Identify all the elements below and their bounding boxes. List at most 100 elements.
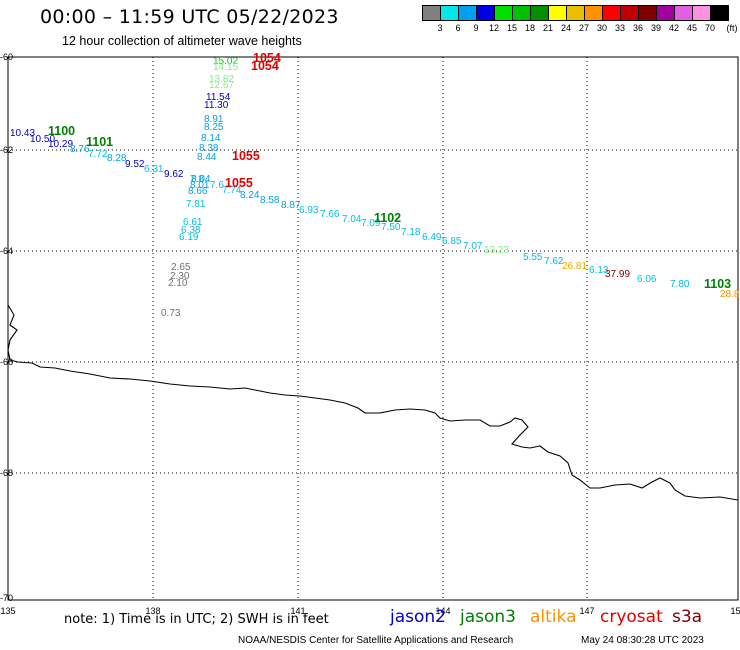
legend-label: 12 <box>488 23 500 33</box>
wave-height-value: 6.19 <box>179 232 199 243</box>
legend-label: 15 <box>506 23 518 33</box>
wave-height-value: 8.28 <box>107 153 127 164</box>
wave-height-value: 11.30 <box>204 100 229 111</box>
legend-label: 27 <box>578 23 590 33</box>
wave-height-value: 2.65 <box>171 262 191 273</box>
time-label: 1054 <box>251 59 279 73</box>
legend-swatch <box>512 6 530 20</box>
legend-swatch <box>423 6 440 20</box>
legend-swatch <box>692 6 710 20</box>
wave-height-value: 8.76 <box>70 144 90 155</box>
legend-swatch <box>710 6 728 20</box>
latitude-label: -66 <box>0 357 13 367</box>
legend-label: 6 <box>455 23 461 33</box>
wave-height-value: 6.31 <box>144 164 164 175</box>
footnote: note: 1) Time is in UTC; 2) SWH is in fe… <box>64 612 329 627</box>
wave-height-value: 9.52 <box>125 159 145 170</box>
legend-swatch <box>476 6 494 20</box>
legend-swatch <box>548 6 566 20</box>
wave-height-value: 8.14 <box>201 133 221 144</box>
wave-height-value: 8.38 <box>199 143 219 154</box>
wave-height-value: 0.73 <box>161 308 181 319</box>
wave-height-value: 6.13 <box>589 265 609 276</box>
wave-height-value: 7.72 <box>88 149 108 160</box>
legend-label: 33 <box>614 23 626 33</box>
time-label: 1101 <box>86 135 113 149</box>
legend-swatch <box>674 6 692 20</box>
legend-swatch <box>584 6 602 20</box>
credit-line: NOAA/NESDIS Center for Satellite Applica… <box>238 635 514 646</box>
wave-height-value: 8.44 <box>197 152 217 163</box>
legend-label: 21 <box>542 23 554 33</box>
legend-swatch <box>602 6 620 20</box>
wave-height-value: 10.50 <box>30 134 55 145</box>
wave-height-value: 8.91 <box>204 114 224 125</box>
map-frame <box>7 56 739 601</box>
legend-jason2: jason2 <box>390 607 446 627</box>
legend-swatch <box>656 6 674 20</box>
time-label: 1055 <box>225 176 253 190</box>
wave-height-value: 15.02 <box>213 56 238 67</box>
wave-height-value: 26.81 <box>562 261 587 272</box>
wave-height-value: 7.80 <box>670 279 690 290</box>
time-label: 1103 <box>704 277 731 291</box>
longitude-label: 138 <box>145 606 160 616</box>
wave-height-value: 8.01 <box>190 180 210 191</box>
wave-height-value: 14.15 <box>213 62 238 73</box>
wave-height-value: 7.07 <box>463 241 483 252</box>
wave-height-value: 2.10 <box>168 278 188 289</box>
wave-height-value: 8.66 <box>188 186 208 197</box>
wave-height-value: 6.38 <box>181 225 201 236</box>
longitude-label: 144 <box>435 606 450 616</box>
time-label: 1102 <box>374 211 401 225</box>
wave-height-value: 7.8 <box>190 174 204 185</box>
legend-swatch <box>530 6 548 20</box>
longitude-label: 147 <box>579 606 594 616</box>
legend-label: 3 <box>437 23 443 33</box>
legend-unit: (ft) <box>726 23 738 33</box>
wave-height-value: 7.50 <box>381 222 401 233</box>
wave-height-value: 6.61 <box>183 217 203 228</box>
wave-height-value: 28.8 <box>720 289 740 300</box>
wave-height-value: 37.99 <box>605 269 630 280</box>
wave-height-value: 2.30 <box>170 271 190 282</box>
wave-height-value: 8.24 <box>240 190 260 201</box>
legend-swatch <box>494 6 512 20</box>
legend-label: 24 <box>560 23 572 33</box>
wave-height-value: 5.55 <box>523 252 543 263</box>
legend-cryosat: cryosat <box>600 607 663 627</box>
wave-height-value: 9.62 <box>164 169 184 180</box>
wave-height-value: 6.85 <box>442 236 462 247</box>
legend-s3a: s3a <box>672 607 703 627</box>
wave-height-value: 8.04 <box>191 174 211 185</box>
latitude-label: -62 <box>0 145 13 155</box>
legend-label: 70 <box>704 23 716 33</box>
time-label: 1054 <box>253 51 281 65</box>
legend-label: 39 <box>650 23 662 33</box>
legend-label: 18 <box>524 23 536 33</box>
legend-swatch <box>566 6 584 20</box>
wave-height-value: 6.06 <box>637 274 657 285</box>
legend-labels: 3 6 9 12 15 18 21 24 27 30 33 36 39 42 45 70 (ft) <box>422 23 737 35</box>
longitude-label: 135 <box>0 606 15 616</box>
latitude-label: -68 <box>0 468 13 478</box>
map-subtitle: 12 hour collection of altimeter wave hei… <box>62 34 302 48</box>
legend-label: 36 <box>632 23 644 33</box>
latitude-label: -60 <box>0 52 13 62</box>
wave-height-value: 6.49 <box>422 232 442 243</box>
latitude-label: -70 <box>0 593 13 603</box>
legend-label: 30 <box>596 23 608 33</box>
legend-label: 42 <box>668 23 680 33</box>
longitude-label: 141 <box>290 606 305 616</box>
wave-height-value: 12.67 <box>209 80 234 91</box>
time-label: 1100 <box>48 124 75 138</box>
legend-swatch <box>440 6 458 20</box>
legend-swatch <box>458 6 476 20</box>
wave-height-value: 11.54 <box>206 92 231 103</box>
wave-height-value: 8.25 <box>204 122 224 133</box>
legend-swatch <box>638 6 656 20</box>
wave-height-value: 13.23 <box>484 245 509 256</box>
wave-height-value: 6.93 <box>299 205 319 216</box>
wave-height-value: 7.6 <box>210 180 224 191</box>
legend-color-bar <box>422 5 729 21</box>
